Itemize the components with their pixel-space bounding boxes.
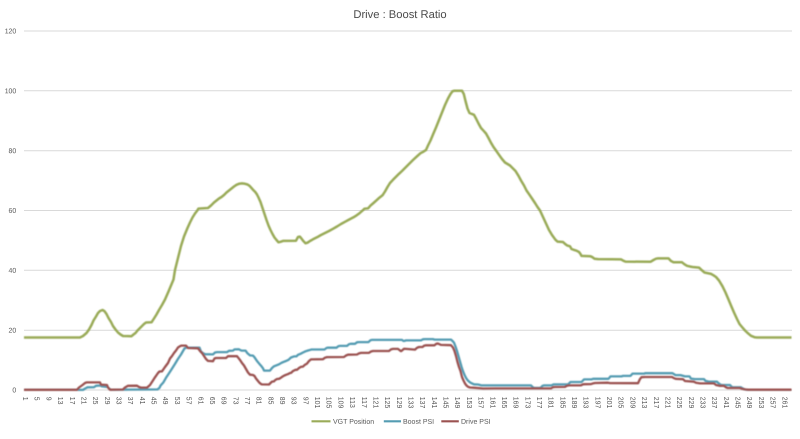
svg-text:177: 177	[535, 397, 542, 409]
svg-text:40: 40	[9, 268, 17, 275]
svg-text:77: 77	[243, 397, 250, 405]
svg-text:229: 229	[687, 397, 694, 409]
svg-text:VGT Position: VGT Position	[333, 419, 374, 426]
svg-text:80: 80	[9, 148, 17, 155]
svg-text:145: 145	[442, 397, 449, 409]
svg-text:189: 189	[570, 397, 577, 409]
svg-text:249: 249	[745, 397, 752, 409]
svg-text:149: 149	[453, 397, 460, 409]
svg-text:9: 9	[44, 397, 51, 401]
svg-text:221: 221	[663, 397, 670, 409]
svg-text:57: 57	[185, 397, 192, 405]
svg-text:61: 61	[196, 397, 203, 405]
svg-text:93: 93	[290, 397, 297, 405]
svg-text:21: 21	[79, 397, 86, 405]
svg-text:129: 129	[395, 397, 402, 409]
svg-text:120: 120	[5, 28, 17, 35]
svg-text:225: 225	[675, 397, 682, 409]
svg-text:193: 193	[582, 397, 589, 409]
svg-text:185: 185	[558, 397, 565, 409]
svg-text:201: 201	[605, 397, 612, 409]
svg-text:105: 105	[325, 397, 332, 409]
svg-text:100: 100	[5, 88, 17, 95]
svg-text:Drive : Boost Ratio: Drive : Boost Ratio	[353, 9, 446, 21]
svg-text:173: 173	[523, 397, 530, 409]
svg-text:117: 117	[360, 397, 367, 408]
svg-text:69: 69	[220, 397, 227, 405]
svg-text:237: 237	[710, 397, 717, 409]
svg-text:Drive PSI: Drive PSI	[461, 419, 491, 426]
svg-text:109: 109	[336, 397, 343, 409]
svg-text:60: 60	[9, 208, 17, 215]
svg-text:205: 205	[617, 397, 624, 409]
svg-text:65: 65	[208, 397, 215, 405]
svg-text:85: 85	[266, 397, 273, 405]
svg-text:45: 45	[150, 397, 157, 405]
svg-text:Boost PSI: Boost PSI	[403, 419, 434, 426]
svg-text:233: 233	[699, 397, 706, 409]
svg-text:29: 29	[103, 397, 110, 405]
svg-text:161: 161	[488, 397, 495, 409]
svg-text:157: 157	[477, 397, 484, 409]
svg-text:0: 0	[12, 387, 16, 394]
svg-text:241: 241	[722, 397, 729, 409]
svg-text:49: 49	[161, 397, 168, 405]
svg-text:121: 121	[371, 397, 378, 409]
svg-text:17: 17	[68, 397, 75, 405]
svg-text:253: 253	[757, 397, 764, 409]
svg-text:261: 261	[780, 397, 787, 409]
svg-text:257: 257	[769, 397, 776, 409]
svg-text:41: 41	[138, 397, 145, 405]
svg-text:169: 169	[512, 397, 519, 409]
svg-text:89: 89	[278, 397, 285, 405]
svg-text:97: 97	[301, 397, 308, 405]
svg-text:73: 73	[231, 397, 238, 405]
svg-text:125: 125	[383, 397, 390, 409]
svg-text:37: 37	[126, 397, 133, 405]
svg-text:141: 141	[430, 397, 437, 409]
svg-text:33: 33	[115, 397, 122, 405]
svg-text:81: 81	[255, 397, 262, 405]
svg-text:5: 5	[33, 397, 40, 401]
svg-text:213: 213	[640, 397, 647, 409]
svg-text:245: 245	[734, 397, 741, 409]
svg-text:197: 197	[593, 397, 600, 409]
svg-text:25: 25	[91, 397, 98, 405]
svg-text:113: 113	[348, 397, 355, 408]
svg-text:101: 101	[313, 397, 320, 409]
svg-text:181: 181	[547, 397, 554, 409]
svg-text:133: 133	[407, 397, 414, 409]
svg-text:209: 209	[628, 397, 635, 409]
svg-text:153: 153	[465, 397, 472, 409]
svg-text:1: 1	[21, 397, 28, 401]
svg-text:20: 20	[9, 328, 17, 335]
svg-text:53: 53	[173, 397, 180, 405]
svg-text:137: 137	[418, 397, 425, 409]
svg-text:217: 217	[652, 397, 659, 409]
svg-text:165: 165	[500, 397, 507, 409]
svg-text:13: 13	[56, 397, 63, 405]
